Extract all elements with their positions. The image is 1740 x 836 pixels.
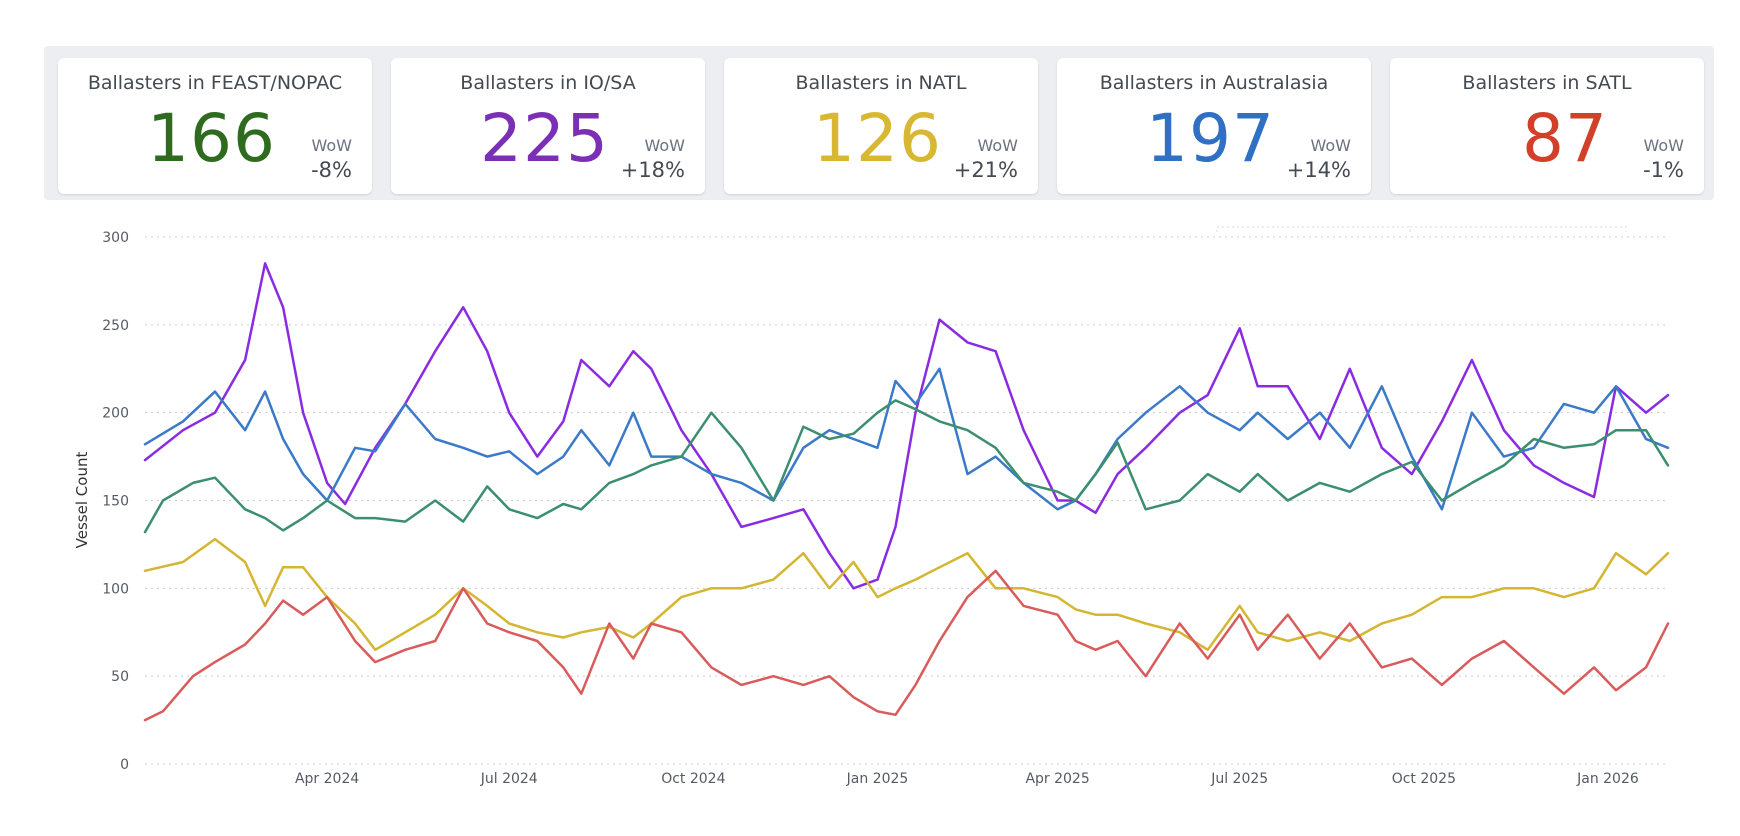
- y-axis-ticks: 0 50 100 150 200 250 300: [102, 230, 129, 773]
- y-axis-label: Vessel Count: [73, 452, 91, 549]
- kpi-card-feast-nopac[interactable]: Ballasters in FEAST/NOPAC 166 WoW -8%: [58, 58, 372, 194]
- kpi-card-satl[interactable]: Ballasters in SATL 87 WoW -1%: [1390, 58, 1704, 194]
- kpi-card-io-sa[interactable]: Ballasters in IO/SA 225 WoW +18%: [391, 58, 705, 194]
- y-tick-label: 0: [120, 757, 129, 773]
- y-tick-label: 200: [102, 406, 129, 422]
- kpi-card-value: 166: [147, 100, 276, 177]
- x-tick-label: Apr 2024: [295, 771, 359, 787]
- y-tick-label: 50: [111, 669, 129, 685]
- kpi-card-wow-value: +21%: [953, 158, 1018, 182]
- y-tick-label: 300: [102, 230, 129, 246]
- kpi-card-wow-label: WoW: [1643, 136, 1685, 155]
- kpi-card-wow-label: WoW: [644, 136, 686, 155]
- series-line-2[interactable]: [143, 399, 1670, 534]
- kpi-card-wow-label: WoW: [1310, 136, 1352, 155]
- kpi-card-wow-value: -8%: [311, 158, 352, 182]
- kpi-card-australasia[interactable]: Ballasters in Australasia 197 WoW +14%: [1057, 58, 1371, 194]
- kpi-card-title: Ballasters in IO/SA: [460, 72, 636, 94]
- series-line-4[interactable]: [143, 569, 1670, 722]
- kpi-card-natl[interactable]: Ballasters in NATL 126 WoW +21%: [724, 58, 1038, 194]
- kpi-card-title: Ballasters in NATL: [795, 72, 967, 94]
- y-tick-label: 150: [102, 494, 129, 510]
- x-axis-ticks: Apr 2024 Jul 2024 Oct 2024 Jan 2025 Apr 2025…: [295, 771, 1639, 787]
- x-tick-label: Jul 2024: [480, 771, 538, 787]
- x-tick-label: Oct 2025: [1392, 771, 1456, 787]
- series-line-3[interactable]: [143, 537, 1670, 652]
- kpi-card-wow-label: WoW: [977, 136, 1019, 155]
- x-tick-label: Jul 2025: [1210, 771, 1268, 787]
- kpi-card-title: Ballasters in SATL: [1462, 72, 1632, 94]
- kpi-card-wow-label: WoW: [311, 136, 353, 155]
- x-tick-label: Jan 2025: [846, 771, 909, 787]
- chart-gridlines: [145, 236, 1668, 765]
- kpi-card-value: 87: [1522, 100, 1608, 177]
- x-tick-label: Oct 2024: [661, 771, 725, 787]
- x-tick-label: Jan 2026: [1576, 771, 1639, 787]
- line-chart: 0 50 100 150 200 250 300 Apr 2024 Jul 2024 Oct 2…: [73, 226, 1670, 787]
- kpi-card-value: 197: [1146, 100, 1275, 177]
- y-tick-label: 250: [102, 318, 129, 334]
- chart-decoration: [1216, 226, 1627, 232]
- kpi-card-strip: Ballasters in FEAST/NOPAC 166 WoW -8% Ba…: [44, 46, 1714, 200]
- kpi-card-wow-value: -1%: [1643, 158, 1684, 182]
- series-line-0[interactable]: [143, 262, 1670, 590]
- kpi-card-value: 126: [813, 100, 942, 177]
- y-tick-label: 100: [102, 581, 129, 597]
- series-line-1[interactable]: [143, 367, 1670, 511]
- kpi-card-title: Ballasters in FEAST/NOPAC: [87, 72, 343, 94]
- kpi-card-title: Ballasters in Australasia: [1099, 72, 1329, 94]
- chart-series: [143, 262, 1670, 722]
- kpi-card-wow-value: +18%: [620, 158, 685, 182]
- kpi-card-wow-value: +14%: [1286, 158, 1351, 182]
- kpi-card-value: 225: [480, 100, 609, 177]
- x-tick-label: Apr 2025: [1025, 771, 1089, 787]
